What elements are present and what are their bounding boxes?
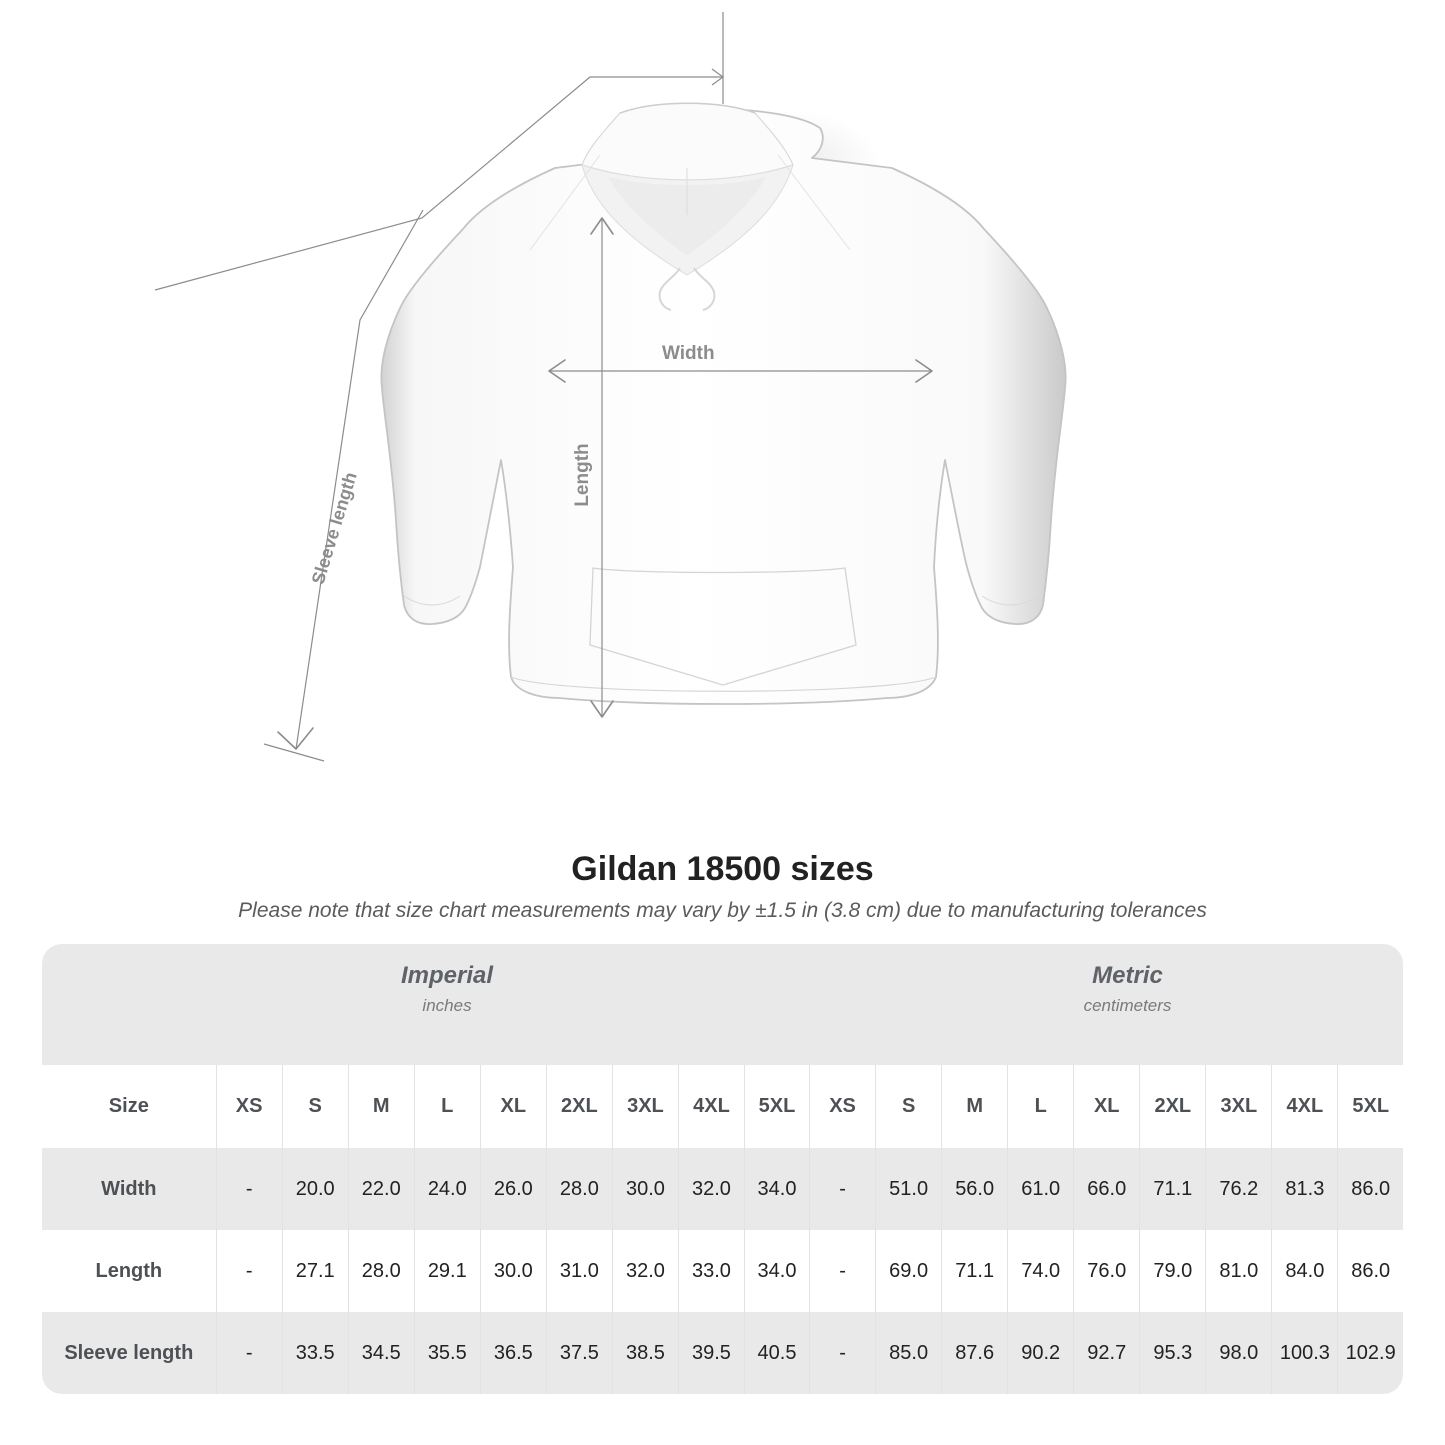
svg-text:Sleeve length: Sleeve length bbox=[308, 470, 361, 587]
svg-text:Length: Length bbox=[572, 443, 593, 506]
svg-text:Width: Width bbox=[662, 343, 715, 364]
